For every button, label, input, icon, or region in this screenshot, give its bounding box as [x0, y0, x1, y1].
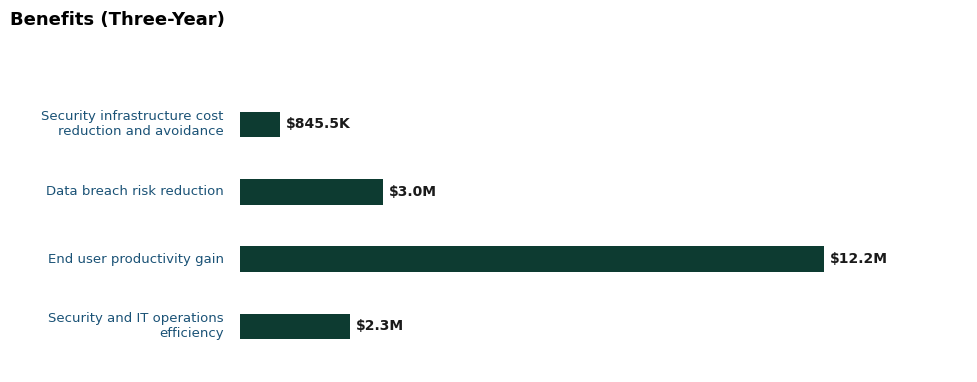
Bar [239, 246, 823, 272]
Text: Benefits (Three-Year): Benefits (Three-Year) [10, 11, 225, 29]
Bar [239, 179, 383, 204]
Bar [239, 112, 279, 137]
Text: $2.3M: $2.3M [355, 319, 404, 333]
Text: $3.0M: $3.0M [389, 185, 437, 199]
Bar [239, 314, 350, 339]
Text: $12.2M: $12.2M [828, 252, 887, 266]
Text: $845.5K: $845.5K [285, 117, 350, 131]
